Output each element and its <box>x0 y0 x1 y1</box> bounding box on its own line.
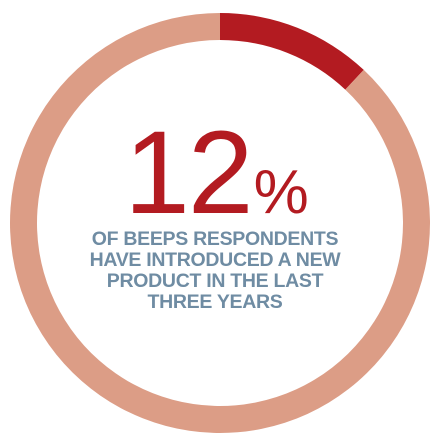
caption-line-1: OF BEEPS RESPONDENTS <box>91 228 339 250</box>
caption-line-3: PRODUCT IN THE LAST <box>106 270 324 292</box>
caption-line-4: THREE YEARS <box>147 291 283 313</box>
headline-value: 12 <box>124 107 253 239</box>
caption-line-2: HAVE INTRODUCED A NEW <box>89 249 341 271</box>
chart-caption: OF BEEPS RESPONDENTS HAVE INTRODUCED A N… <box>65 229 365 313</box>
donut-slices <box>9 13 430 433</box>
headline-unit: % <box>253 158 309 227</box>
headline-percentage: 12% <box>0 114 431 232</box>
donut-slice-1 <box>220 13 364 90</box>
